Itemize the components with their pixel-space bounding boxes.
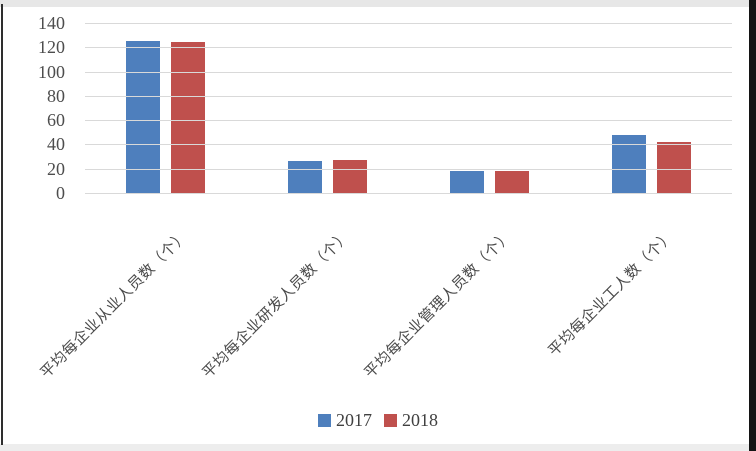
right-border-strip bbox=[749, 0, 756, 451]
bar-group-2 bbox=[247, 23, 409, 193]
gridline-y-140 bbox=[85, 23, 732, 24]
legend-label: 2017 bbox=[336, 410, 372, 430]
legend-item-2017: 2017 bbox=[318, 411, 372, 429]
y-axis-tick-label: 100 bbox=[38, 62, 65, 82]
legend-swatch-2017 bbox=[318, 413, 331, 427]
plot-area bbox=[85, 23, 732, 194]
bar-2018-category-3 bbox=[494, 171, 529, 193]
legend: 2017 2018 bbox=[0, 411, 756, 429]
y-axis-tick-label: 80 bbox=[47, 86, 65, 106]
bar-group-1 bbox=[85, 23, 247, 193]
gridline-y-80 bbox=[85, 96, 732, 97]
gridline-y-100 bbox=[85, 72, 732, 73]
gridline-y-120 bbox=[85, 47, 732, 48]
bar-2018-category-2 bbox=[333, 160, 368, 193]
x-label-slot-4: 平均每企业工人数（个） bbox=[545, 193, 732, 403]
bar-2018-category-4 bbox=[656, 142, 691, 193]
legend-item-2018: 2018 bbox=[384, 411, 438, 429]
y-axis: 0 20 40 60 80 100 120 140 bbox=[18, 0, 65, 451]
y-axis-tick-label: 40 bbox=[47, 134, 65, 154]
bar-2018-category-1 bbox=[171, 42, 206, 193]
bar-series-area bbox=[85, 23, 732, 193]
y-axis-tick-label: 140 bbox=[38, 13, 65, 33]
bar-2017-category-3 bbox=[449, 171, 484, 193]
bar-group-4 bbox=[570, 23, 732, 193]
x-axis-category-labels: 平均每企业从业人员数（个） 平均每企业研发人员数（个） 平均每企业管理人员数（个）平… bbox=[38, 193, 732, 403]
gridline-y-20 bbox=[85, 169, 732, 170]
y-axis-tick-label: 0 bbox=[56, 183, 65, 203]
gridline-y-60 bbox=[85, 120, 732, 121]
legend-label: 2018 bbox=[402, 410, 438, 430]
legend-swatch-2018 bbox=[384, 413, 397, 427]
bottom-border-strip bbox=[0, 444, 756, 451]
x-label-slot-3: 平均每企业管理人员数（个） bbox=[362, 193, 571, 403]
bar-2017-category-2 bbox=[288, 161, 323, 193]
gridline-y-40 bbox=[85, 144, 732, 145]
bar-2017-category-1 bbox=[126, 41, 161, 193]
y-axis-tick-label: 60 bbox=[47, 110, 65, 130]
top-border-strip bbox=[0, 0, 756, 7]
gridline-y-0 bbox=[85, 193, 732, 194]
bar-group-3 bbox=[409, 23, 571, 193]
y-axis-tick-label: 120 bbox=[38, 37, 65, 57]
y-axis-tick-label: 20 bbox=[47, 159, 65, 179]
left-border-line bbox=[1, 4, 3, 445]
